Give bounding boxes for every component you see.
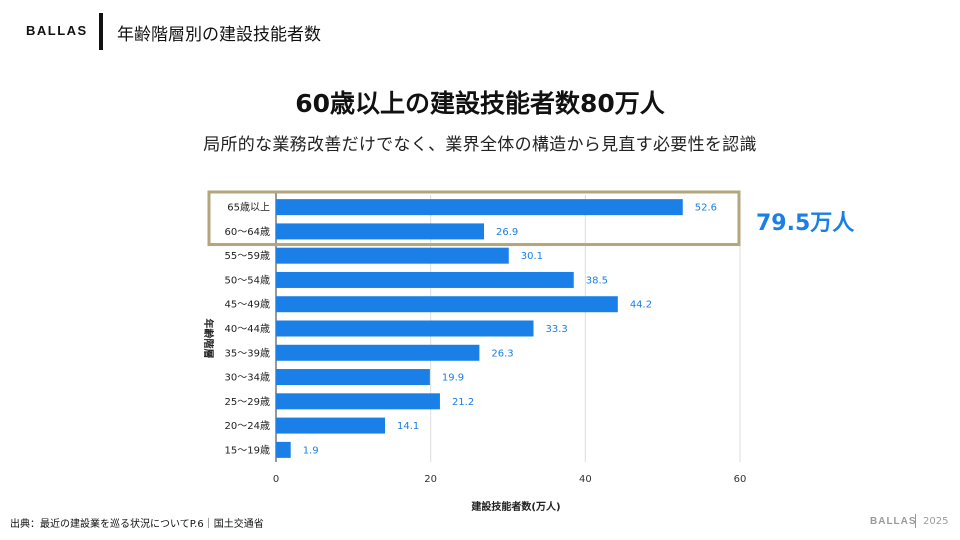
source-citation: 出典：最近の建設業を巡る状況についてP.6｜国土交通省	[10, 519, 264, 530]
x-tick-label: 0	[273, 474, 279, 485]
bar	[276, 369, 430, 386]
category-label: 25〜29歳	[225, 396, 270, 408]
bar	[276, 441, 291, 458]
page-title: 60歳以上の建設技能者数80万人	[295, 89, 665, 118]
bar	[276, 417, 386, 434]
data-label: 26.3	[491, 348, 513, 359]
category-label: 65歳以上	[227, 202, 270, 214]
footer-divider	[915, 514, 916, 528]
bar	[276, 393, 440, 410]
footer-brand: BALLAS	[870, 516, 917, 527]
category-label: 20〜24歳	[225, 420, 270, 432]
category-label: 40〜44歳	[225, 323, 270, 335]
x-tick-label: 40	[579, 474, 592, 485]
data-label: 33.3	[546, 324, 568, 335]
brand-logo: BALLAS	[26, 23, 88, 38]
data-label: 26.9	[496, 227, 518, 238]
bar	[276, 320, 534, 337]
data-label: 38.5	[586, 275, 608, 286]
bar	[276, 199, 683, 216]
data-label: 19.9	[442, 373, 464, 384]
x-tick-label: 60	[734, 474, 747, 485]
data-label: 44.2	[630, 300, 652, 311]
x-tick-label: 20	[424, 474, 437, 485]
category-label: 45〜49歳	[225, 299, 270, 311]
footer-year: 2025	[923, 516, 949, 527]
category-label: 60〜64歳	[225, 226, 270, 238]
page-subtitle: 局所的な業務改善だけでなく、業界全体の構造から見直す必要性を認識	[203, 135, 757, 155]
y-axis-title: 年齢階層	[202, 319, 215, 359]
category-label: 35〜39歳	[225, 347, 270, 359]
category-label: 30〜34歳	[225, 372, 270, 384]
data-label: 14.1	[397, 421, 419, 432]
category-label: 55〜59歳	[225, 250, 270, 262]
header-title: 年齢階層別の建設技能者数	[117, 25, 321, 45]
bar	[276, 271, 574, 288]
bar	[276, 344, 480, 361]
header-divider	[99, 13, 103, 50]
bar	[276, 296, 618, 313]
bar	[276, 223, 485, 240]
category-label: 50〜54歳	[225, 274, 270, 286]
highlight-total: 79.5万人	[756, 211, 855, 236]
x-axis-title: 建設技能者数(万人)	[470, 500, 560, 513]
bar	[276, 247, 509, 264]
highlight-box	[207, 190, 741, 247]
category-label: 15〜19歳	[225, 444, 270, 456]
data-label: 30.1	[521, 251, 543, 262]
data-label: 1.9	[303, 445, 319, 456]
data-label: 52.6	[695, 203, 717, 214]
data-label: 21.2	[452, 397, 474, 408]
